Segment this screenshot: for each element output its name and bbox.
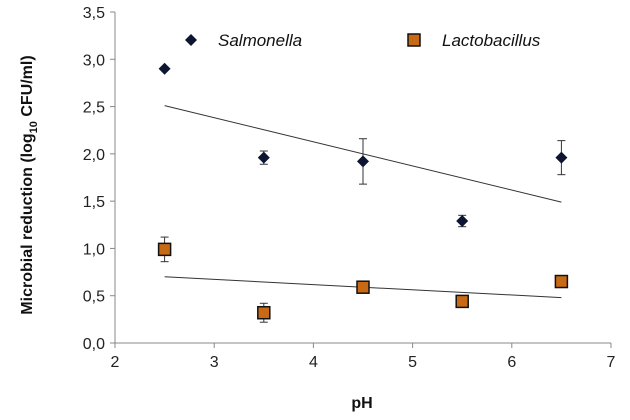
- data-point-lactobacillus: [356, 280, 370, 294]
- trend-lines: [164, 105, 562, 299]
- x-axis-title: pH: [351, 395, 372, 412]
- x-tick-label: 3: [210, 354, 219, 371]
- legend-label-salmonella: Salmonella: [218, 31, 302, 50]
- y-axis-title: Microbial reduction (log10 CFU/ml): [19, 55, 40, 314]
- y-tick-label: 3,5: [83, 5, 105, 22]
- y-tick-label: 1,5: [83, 194, 105, 211]
- data-point-lactobacillus: [455, 294, 469, 309]
- y-axis-title-tail: CFU/ml): [19, 55, 36, 121]
- legend: Salmonella Lactobacillus: [185, 31, 541, 50]
- data-point-lactobacillus: [554, 274, 569, 289]
- legend-label-lactobacillus: Lactobacillus: [442, 31, 541, 50]
- data-point-salmonella: [555, 151, 568, 164]
- data-point-lactobacillus: [257, 305, 271, 320]
- y-tick-label: 2,5: [83, 100, 105, 117]
- data-point-salmonella: [357, 155, 369, 168]
- data-point-salmonella: [257, 151, 270, 164]
- y-tick-label: 0,0: [83, 336, 105, 353]
- legend-marker-diamond-icon: [185, 34, 197, 46]
- data-point-lactobacillus: [157, 242, 172, 257]
- y-tick-label: 0,5: [83, 289, 105, 306]
- legend-marker-square-icon: [407, 33, 421, 47]
- y-axis-title-subscript: 10: [28, 121, 40, 133]
- data-points: [157, 62, 569, 320]
- axes: [110, 11, 612, 348]
- x-tick-label: 4: [309, 354, 318, 371]
- y-tick-label: 3,0: [83, 52, 105, 69]
- data-point-salmonella: [158, 62, 171, 75]
- x-tick-label: 7: [607, 354, 616, 371]
- y-tick-label: 1,0: [83, 241, 105, 258]
- tick-labels: 2 3 4 5 6 7 0,0 0,5 1,0 1,5 2,0 2,5 3,0 3,5: [83, 5, 616, 371]
- x-tick-label: 5: [408, 354, 417, 371]
- data-point-salmonella: [456, 215, 469, 228]
- x-tick-label: 6: [507, 354, 516, 371]
- y-tick-label: 2,0: [83, 147, 105, 164]
- y-axis-title-main: Microbial reduction (log: [19, 133, 36, 314]
- x-tick-label: 2: [111, 354, 120, 371]
